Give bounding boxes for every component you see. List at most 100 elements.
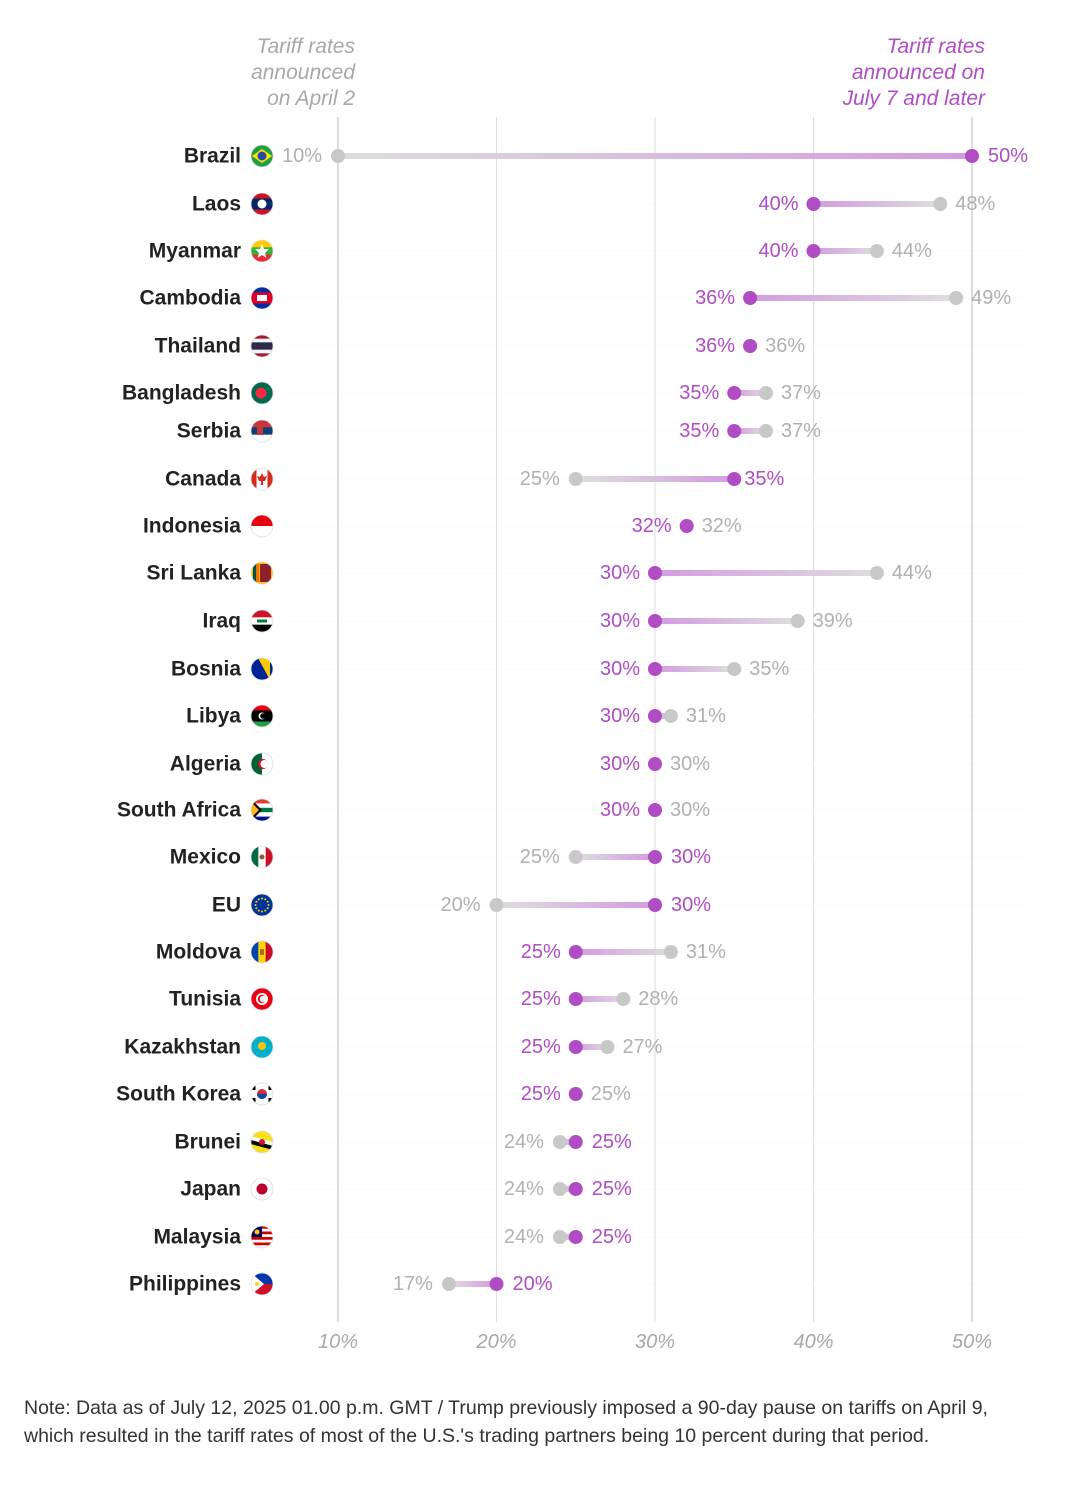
flag-part [260, 564, 271, 582]
july7-dot [743, 291, 758, 305]
flag-part [251, 335, 273, 340]
july7-dot [648, 757, 662, 771]
flag-part [259, 1139, 265, 1145]
footnote-line-1: Note: Data as of July 12, 2025 01.00 p.m… [24, 1397, 988, 1419]
flag-part [251, 610, 273, 618]
flag-part [251, 624, 273, 632]
april2-value-label: 24% [504, 1178, 544, 1200]
july7-dot [568, 1230, 583, 1244]
july7-value-label: 35% [679, 382, 719, 404]
flag-part [251, 816, 273, 821]
july7-value-label: 25% [592, 1131, 632, 1153]
july7-value-label: 40% [758, 240, 798, 262]
july7-value-label: 36% [695, 287, 735, 309]
country-label: Myanmar [149, 240, 241, 263]
april2-dot [441, 1277, 456, 1291]
july7-value-label: 30% [671, 894, 711, 916]
april2-value-label: 35% [749, 658, 789, 680]
country-label: Japan [180, 1178, 241, 1201]
flag-part [258, 1042, 266, 1050]
april2-dot [758, 386, 773, 400]
flag-part [257, 295, 267, 301]
header-july7: Tariff rates announced on July 7 and lat… [725, 34, 985, 112]
july7-dot [648, 898, 662, 912]
flag-outline [250, 192, 274, 216]
flag-part [255, 244, 269, 258]
flag-part [251, 807, 273, 813]
country-label: Libya [186, 705, 241, 728]
libya-flag-icon [251, 705, 273, 727]
flag-part [261, 897, 263, 900]
july7-dot [743, 339, 758, 353]
serbia-flag-icon [251, 420, 273, 442]
flag-part [251, 1237, 273, 1241]
header-july7-line: July 7 and later [842, 87, 985, 110]
header-april2-line: Tariff rates [256, 35, 355, 58]
philippines-flag-icon [251, 1273, 273, 1295]
flag-part [255, 900, 258, 903]
country-label: Canada [165, 468, 241, 491]
april2-dot [663, 709, 678, 723]
april2-dot [568, 850, 583, 864]
south-korea-flag-icon [251, 1083, 273, 1105]
july7-dot [648, 709, 662, 723]
flag-part [251, 941, 259, 963]
x-tick-label: 50% [952, 1331, 992, 1353]
flag-outline [250, 1272, 274, 1296]
july7-value-label: 25% [521, 1036, 561, 1058]
july7-value-label: 25% [521, 1083, 561, 1105]
flag-outline [250, 752, 274, 776]
country-label: Philippines [129, 1273, 241, 1296]
malaysia-flag-icon [251, 1226, 273, 1248]
bangladesh-flag-icon [251, 382, 273, 404]
april2-value-label: 44% [892, 240, 932, 262]
thailand-flag-icon [251, 335, 273, 357]
footnote: Note: Data as of July 12, 2025 01.00 p.m… [24, 1394, 1064, 1450]
flag-part [252, 1086, 256, 1090]
july7-dot [806, 244, 821, 258]
april2-dot [933, 197, 948, 211]
july7-value-label: 30% [600, 799, 640, 821]
indonesia-flag-icon [251, 515, 273, 537]
july7-dot [806, 197, 821, 211]
july7-dot [568, 1135, 583, 1149]
july7-value-label: 20% [513, 1273, 553, 1295]
april2-dot [616, 992, 631, 1006]
flag-part [251, 287, 273, 293]
april2-dot [552, 1230, 567, 1244]
flag-outline [250, 609, 274, 633]
april2-value-label: 25% [520, 468, 560, 490]
flag-part [255, 907, 258, 910]
flag-part [261, 910, 263, 913]
flag-part [251, 1273, 273, 1285]
flag-outline [250, 419, 274, 443]
april2-value-label: 37% [781, 382, 821, 404]
april2-dot [727, 662, 742, 676]
country-label: Bangladesh [122, 382, 241, 405]
april2-value-label: 25% [591, 1083, 631, 1105]
country-label: Sri Lanka [146, 562, 241, 585]
flag-part [251, 894, 273, 916]
country-label: Brazil [184, 145, 241, 168]
x-tick-label: 30% [635, 1331, 675, 1353]
country-label: South Korea [116, 1083, 241, 1106]
april2-value-label: 28% [638, 988, 678, 1010]
country-label: Kazakhstan [124, 1036, 241, 1059]
flag-part [264, 909, 267, 912]
flag-part [251, 803, 273, 809]
flag-part [251, 1245, 273, 1248]
eu-flag-icon [251, 894, 273, 916]
header-april2-line: announced [251, 61, 355, 84]
flag-part [251, 434, 273, 442]
april2-value-label: 39% [813, 610, 853, 632]
header-april2: Tariff rates announced on April 2 [95, 34, 355, 112]
july7-value-label: 35% [679, 420, 719, 442]
july7-value-label: 32% [632, 515, 672, 537]
header-april2-line: on April 2 [267, 87, 355, 110]
flag-outline [250, 893, 274, 917]
value-labels: 10% 50% 48% 40% 44% 40% 49% 36% 36% 36% 37% 35% 37% 3… [282, 145, 1028, 1295]
july7-value-label: 30% [600, 610, 640, 632]
july7-dot [568, 1182, 583, 1196]
july7-value-label: 25% [521, 941, 561, 963]
july7-dot [648, 614, 662, 628]
